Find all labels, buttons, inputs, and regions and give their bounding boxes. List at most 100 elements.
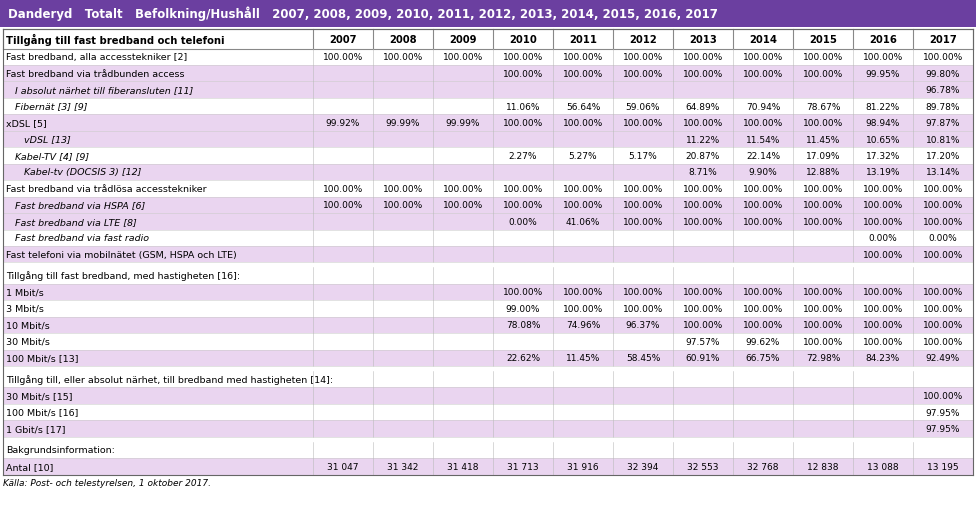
Text: 97.95%: 97.95% xyxy=(926,424,960,433)
Bar xyxy=(3,366,973,371)
Text: 100.00%: 100.00% xyxy=(563,304,603,314)
Text: Källa: Post- och telestyrelsen, 1 oktober 2017.: Källa: Post- och telestyrelsen, 1 oktobe… xyxy=(3,477,211,487)
Text: 10 Mbit/s: 10 Mbit/s xyxy=(6,321,50,330)
Text: 32 768: 32 768 xyxy=(748,462,779,471)
Text: 100.00%: 100.00% xyxy=(683,304,723,314)
Text: 10.65%: 10.65% xyxy=(866,135,900,144)
Text: Tillgång till, eller absolut närhet, till bredband med hastigheten [14]:: Tillgång till, eller absolut närhet, til… xyxy=(6,375,333,384)
Text: 97.95%: 97.95% xyxy=(926,408,960,417)
Text: 100.00%: 100.00% xyxy=(503,119,543,128)
Text: 100.00%: 100.00% xyxy=(803,217,843,227)
Text: 2.27%: 2.27% xyxy=(508,152,537,161)
Bar xyxy=(3,388,973,404)
Text: 60.91%: 60.91% xyxy=(686,354,720,362)
Text: 96.78%: 96.78% xyxy=(926,86,960,95)
Text: 100.00%: 100.00% xyxy=(323,201,363,210)
Bar xyxy=(3,197,973,214)
Text: 31 342: 31 342 xyxy=(387,462,419,471)
Text: 100.00%: 100.00% xyxy=(563,119,603,128)
Text: 100.00%: 100.00% xyxy=(803,119,843,128)
Text: 99.00%: 99.00% xyxy=(506,304,541,314)
Text: Bakgrundsinformation:: Bakgrundsinformation: xyxy=(6,445,115,455)
Text: 100.00%: 100.00% xyxy=(623,304,663,314)
Text: Tillgång till fast bredband och telefoni: Tillgång till fast bredband och telefoni xyxy=(6,34,224,46)
Bar xyxy=(3,404,973,420)
Text: 2016: 2016 xyxy=(869,35,897,45)
Bar xyxy=(3,263,973,268)
Text: 100.00%: 100.00% xyxy=(683,288,723,297)
Text: 100 Mbit/s [13]: 100 Mbit/s [13] xyxy=(6,354,78,362)
Text: 5.27%: 5.27% xyxy=(569,152,597,161)
Bar xyxy=(3,333,973,350)
Bar xyxy=(0,0,976,28)
Text: 22.14%: 22.14% xyxy=(746,152,780,161)
Text: 100.00%: 100.00% xyxy=(803,70,843,78)
Text: Fast bredband via trådlösa accesstekniker: Fast bredband via trådlösa accessteknike… xyxy=(6,185,207,193)
Text: 100.00%: 100.00% xyxy=(503,185,543,193)
Text: Fast bredband via HSPA [6]: Fast bredband via HSPA [6] xyxy=(6,201,145,210)
Text: 100.00%: 100.00% xyxy=(443,53,483,62)
Text: 100.00%: 100.00% xyxy=(743,304,783,314)
Text: 56.64%: 56.64% xyxy=(566,102,600,111)
Text: 100.00%: 100.00% xyxy=(323,53,363,62)
Text: 99.99%: 99.99% xyxy=(446,119,480,128)
Text: 70.94%: 70.94% xyxy=(746,102,780,111)
Text: 100.00%: 100.00% xyxy=(743,70,783,78)
Bar xyxy=(3,164,973,181)
Text: 100.00%: 100.00% xyxy=(863,321,903,330)
Text: 13.14%: 13.14% xyxy=(926,168,960,177)
Text: 30 Mbit/s: 30 Mbit/s xyxy=(6,337,50,346)
Bar xyxy=(3,420,973,437)
Text: 100.00%: 100.00% xyxy=(743,119,783,128)
Text: 100.00%: 100.00% xyxy=(743,217,783,227)
Text: Fast bredband via trådbunden access: Fast bredband via trådbunden access xyxy=(6,70,184,78)
Bar xyxy=(3,371,973,388)
Text: Tillgång till fast bredband, med hastigheten [16]:: Tillgång till fast bredband, med hastigh… xyxy=(6,271,240,281)
Bar xyxy=(3,148,973,164)
Text: Kabel-TV [4] [9]: Kabel-TV [4] [9] xyxy=(6,152,89,161)
Text: 100.00%: 100.00% xyxy=(683,201,723,210)
Bar xyxy=(3,82,973,99)
Text: 100.00%: 100.00% xyxy=(383,53,424,62)
Text: 100.00%: 100.00% xyxy=(923,201,963,210)
Text: 31 047: 31 047 xyxy=(327,462,359,471)
Text: 0.00%: 0.00% xyxy=(869,234,897,243)
Text: 2011: 2011 xyxy=(569,35,597,45)
Text: 78.67%: 78.67% xyxy=(806,102,840,111)
Text: 100.00%: 100.00% xyxy=(743,288,783,297)
Text: 17.09%: 17.09% xyxy=(806,152,840,161)
Bar xyxy=(3,181,973,197)
Text: 100.00%: 100.00% xyxy=(503,288,543,297)
Text: 100.00%: 100.00% xyxy=(923,288,963,297)
Text: 100.00%: 100.00% xyxy=(863,185,903,193)
Text: 9.90%: 9.90% xyxy=(749,168,777,177)
Text: 99.95%: 99.95% xyxy=(866,70,900,78)
Text: 100.00%: 100.00% xyxy=(863,53,903,62)
Text: 100.00%: 100.00% xyxy=(683,217,723,227)
Text: 100.00%: 100.00% xyxy=(923,185,963,193)
Bar xyxy=(3,115,973,131)
Text: 11.45%: 11.45% xyxy=(806,135,840,144)
Text: 100.00%: 100.00% xyxy=(863,250,903,259)
Text: 2014: 2014 xyxy=(749,35,777,45)
Text: 100.00%: 100.00% xyxy=(563,288,603,297)
Text: 100.00%: 100.00% xyxy=(923,250,963,259)
Text: 2017: 2017 xyxy=(929,35,956,45)
Text: xDSL [5]: xDSL [5] xyxy=(6,119,47,128)
Text: 12.88%: 12.88% xyxy=(806,168,840,177)
Bar xyxy=(3,350,973,366)
Text: Fibernät [3] [9]: Fibernät [3] [9] xyxy=(6,102,88,111)
Text: 100.00%: 100.00% xyxy=(323,185,363,193)
Text: 31 916: 31 916 xyxy=(567,462,599,471)
Text: 100.00%: 100.00% xyxy=(863,288,903,297)
Text: Danderyd   Totalt   Befolkning/Hushåll   2007, 2008, 2009, 2010, 2011, 2012, 201: Danderyd Totalt Befolkning/Hushåll 2007,… xyxy=(8,7,718,21)
Text: 2013: 2013 xyxy=(689,35,717,45)
Text: 100.00%: 100.00% xyxy=(683,185,723,193)
Text: 100.00%: 100.00% xyxy=(563,201,603,210)
Text: 100.00%: 100.00% xyxy=(683,53,723,62)
Text: 2015: 2015 xyxy=(809,35,837,45)
Text: 100.00%: 100.00% xyxy=(863,217,903,227)
Text: 100.00%: 100.00% xyxy=(503,53,543,62)
Bar xyxy=(3,268,973,284)
Text: 98.94%: 98.94% xyxy=(866,119,900,128)
